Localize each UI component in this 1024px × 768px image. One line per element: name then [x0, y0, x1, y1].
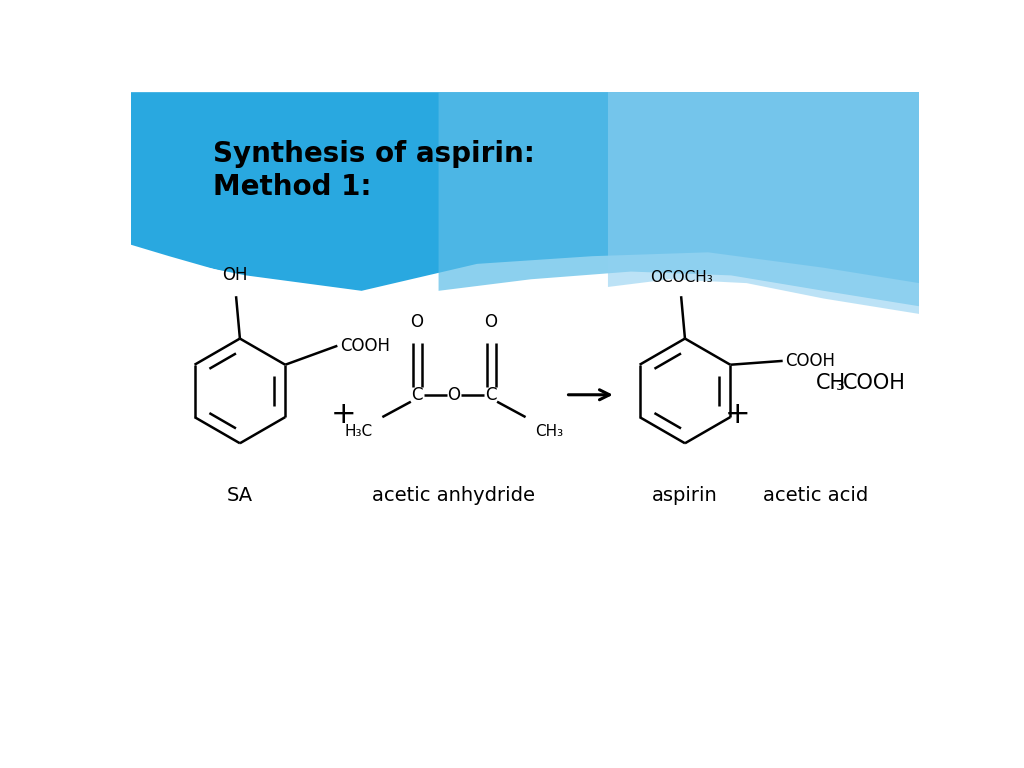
Text: H₃C: H₃C — [345, 424, 373, 439]
Polygon shape — [131, 245, 920, 684]
Text: O: O — [447, 386, 461, 404]
Text: +: + — [725, 400, 751, 429]
Text: O: O — [411, 313, 424, 331]
Text: CH: CH — [816, 373, 846, 393]
Text: COOH: COOH — [340, 337, 390, 355]
Polygon shape — [438, 92, 920, 306]
Text: 3: 3 — [836, 379, 845, 393]
Polygon shape — [131, 92, 920, 291]
Text: Synthesis of aspirin:: Synthesis of aspirin: — [213, 141, 536, 168]
Text: C: C — [412, 386, 423, 404]
Text: OH: OH — [222, 266, 247, 284]
Text: COOH: COOH — [785, 352, 835, 370]
Text: SA: SA — [227, 485, 253, 505]
Text: OCOCH₃: OCOCH₃ — [650, 270, 713, 286]
Polygon shape — [608, 92, 920, 314]
Text: +: + — [331, 400, 356, 429]
Text: C: C — [485, 386, 497, 404]
Text: COOH: COOH — [843, 373, 905, 393]
Text: acetic acid: acetic acid — [763, 485, 868, 505]
Text: Method 1:: Method 1: — [213, 173, 372, 200]
Text: CH₃: CH₃ — [535, 424, 563, 439]
Text: aspirin: aspirin — [652, 485, 718, 505]
Text: O: O — [484, 313, 498, 331]
Text: acetic anhydride: acetic anhydride — [373, 485, 536, 505]
